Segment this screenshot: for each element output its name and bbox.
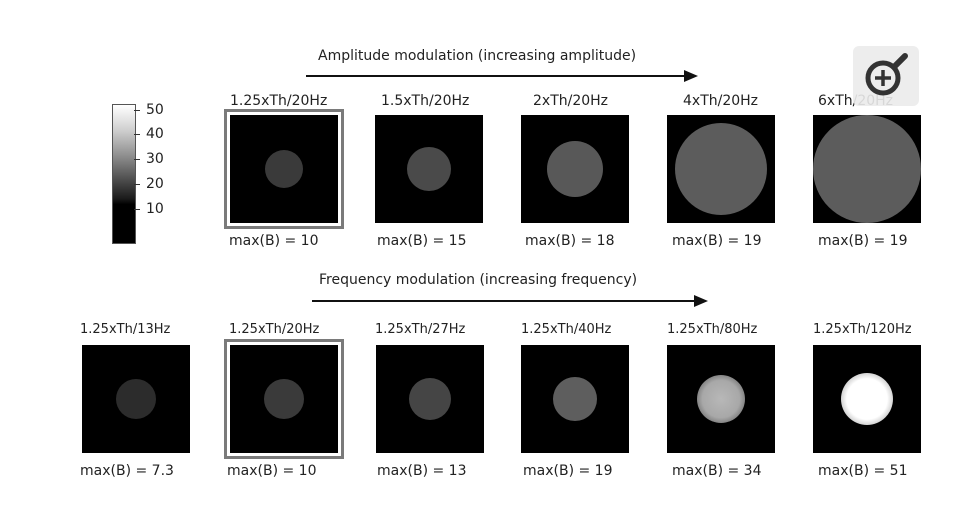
response-blob: [116, 379, 156, 419]
panel-label: 1.5xTh/20Hz: [381, 93, 470, 109]
zoom-in-icon: [865, 53, 908, 96]
heatmap-panel: [813, 115, 921, 223]
colorbar-tick-label: 30: [146, 151, 164, 167]
colorbar-tick-label: 40: [146, 126, 164, 142]
zoom-in-button[interactable]: [853, 46, 919, 106]
frequency-modulation-title: Frequency modulation (increasing frequen…: [319, 272, 638, 288]
response-blob: [553, 377, 597, 421]
heatmap-panel: [521, 345, 629, 453]
response-blob: [265, 150, 303, 188]
heatmap-panel: [375, 115, 483, 223]
panel-label: 2xTh/20Hz: [533, 93, 609, 109]
panel-label: 1.25xTh/40Hz: [521, 322, 612, 337]
panel-label: 4xTh/20Hz: [683, 93, 759, 109]
panel-label: 1.25xTh/13Hz: [80, 322, 171, 337]
colorbar-gradient: [112, 104, 136, 244]
panel-label: 1.25xTh/20Hz: [230, 93, 328, 109]
max-b-label: max(B) = 19: [818, 233, 908, 249]
max-b-label: max(B) = 19: [672, 233, 762, 249]
heatmap-panel: [224, 109, 344, 229]
amplitude-arrow-line: [306, 75, 686, 77]
heatmap-panel: [376, 345, 484, 453]
response-blob: [841, 373, 893, 425]
panel-label: 1.25xTh/20Hz: [229, 322, 320, 337]
max-b-label: max(B) = 18: [525, 233, 615, 249]
panel-label: 1.25xTh/27Hz: [375, 322, 466, 337]
colorbar-tick-label: 20: [146, 176, 164, 192]
max-b-label: max(B) = 19: [523, 463, 613, 479]
max-b-label: max(B) = 15: [377, 233, 467, 249]
amplitude-arrow-head: [684, 70, 698, 82]
response-blob: [547, 141, 603, 197]
frequency-arrow-line: [312, 300, 696, 302]
response-blob: [264, 379, 304, 419]
heatmap-panel: [224, 339, 344, 459]
heatmap-panel: [667, 115, 775, 223]
max-b-label: max(B) = 13: [377, 463, 467, 479]
heatmap-panel: [813, 345, 921, 453]
colorbar-tick-label: 50: [146, 102, 164, 118]
panel-label: 1.25xTh/120Hz: [813, 322, 912, 337]
response-blob: [409, 378, 451, 420]
heatmap-panel: [521, 115, 629, 223]
response-blob: [813, 115, 921, 223]
response-blob: [675, 123, 767, 215]
frequency-arrow-head: [694, 295, 708, 307]
panel-label: 1.25xTh/80Hz: [667, 322, 758, 337]
max-b-label: max(B) = 51: [818, 463, 908, 479]
max-b-label: max(B) = 7.3: [80, 463, 174, 479]
response-blob: [697, 375, 745, 423]
heatmap-panel: [667, 345, 775, 453]
max-b-label: max(B) = 10: [227, 463, 317, 479]
max-b-label: max(B) = 34: [672, 463, 762, 479]
response-blob: [407, 147, 451, 191]
max-b-label: max(B) = 10: [229, 233, 319, 249]
heatmap-panel: [82, 345, 190, 453]
amplitude-modulation-title: Amplitude modulation (increasing amplitu…: [318, 48, 637, 64]
colorbar-tick-label: 10: [146, 201, 164, 217]
